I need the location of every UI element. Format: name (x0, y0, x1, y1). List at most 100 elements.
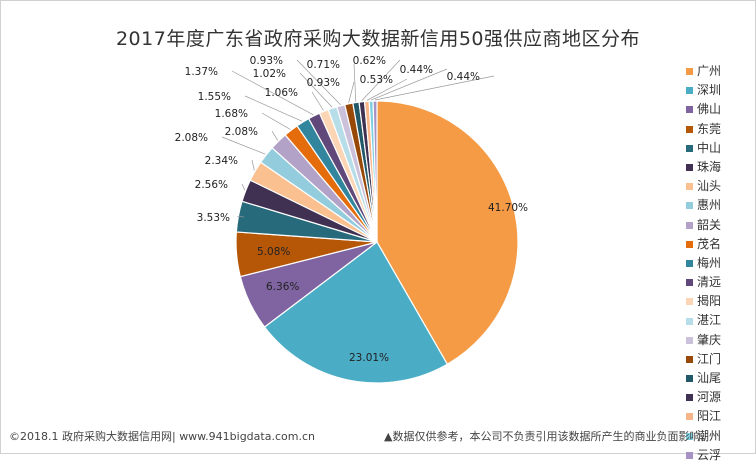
legend-swatch (686, 336, 693, 344)
data-label-揭阳: 1.06% (265, 87, 298, 99)
legend-swatch (686, 68, 693, 76)
data-label-阳江: 0.53% (360, 74, 393, 86)
data-label-潮州: 0.44% (400, 64, 433, 76)
leader-line-潮州 (370, 68, 448, 101)
pie-slice-广州 (376, 100, 519, 366)
legend-swatch (686, 355, 693, 363)
legend-swatch (686, 394, 693, 402)
footer-source: ©2018.1 政府采购大数据信用网| www.941bigdata.com.c… (9, 430, 315, 443)
leader-line-湛江 (299, 72, 333, 108)
data-label-佛山: 6.36% (266, 281, 299, 293)
legend-label: 汕尾 (697, 371, 722, 385)
legend-item-揭阳: 揭阳 (686, 292, 721, 311)
legend-item-中山: 中山 (686, 139, 721, 158)
legend-item-东莞: 东莞 (686, 120, 721, 139)
data-label-中山: 3.53% (197, 212, 230, 224)
legend-swatch (686, 259, 693, 267)
legend-swatch (686, 375, 693, 383)
data-label-肇庆: 0.93% (250, 55, 283, 67)
data-label-韶关: 2.08% (225, 126, 258, 138)
data-label-东莞: 5.08% (257, 246, 290, 258)
legend-item-惠州: 惠州 (686, 196, 721, 215)
data-label-珠海: 2.56% (195, 179, 228, 191)
data-label-深圳: 23.01% (349, 352, 389, 364)
legend-label: 梅州 (697, 255, 722, 270)
legend-label: 揭阳 (697, 294, 722, 309)
legend-item-佛山: 佛山 (686, 100, 721, 119)
legend-swatch (686, 183, 693, 191)
data-label-汕头: 2.34% (205, 155, 238, 167)
legend-item-云浮: 云浮 (686, 446, 721, 465)
footer-disclaimer: ▲数据仅供参考，本公司不负责引用该数据所产生的商业负面影响。 (384, 430, 712, 443)
leader-line-茂名 (261, 112, 291, 130)
legend-swatch (686, 125, 693, 133)
leader-line-肇庆 (296, 59, 341, 106)
legend-swatch (686, 164, 693, 172)
legend-swatch (686, 144, 693, 152)
data-label-湛江: 1.02% (253, 68, 286, 80)
legend-label: 韶关 (697, 217, 722, 232)
leader-line-汕尾 (353, 63, 357, 102)
legend-label: 中山 (697, 140, 722, 155)
legend-swatch (686, 240, 693, 248)
data-label-汕尾: 0.71% (307, 59, 340, 71)
legend-label: 肇庆 (697, 332, 722, 347)
legend-label: 清远 (697, 275, 722, 290)
legend-label: 珠海 (697, 159, 722, 174)
legend-item-梅州: 梅州 (686, 254, 721, 273)
data-labels: 41.70% 23.01% 6.36% 5.08% 3.53% 2.56% 2.34% 2.0… (175, 55, 528, 364)
legend-label: 茂名 (697, 236, 722, 251)
leader-line-惠州 (221, 136, 266, 155)
data-label-梅州: 1.55% (198, 91, 231, 103)
legend-item-韶关: 韶关 (686, 216, 721, 235)
legend-label: 潮州 (697, 428, 722, 443)
pie-slice-云浮 (372, 100, 378, 243)
legend-item-江门: 江门 (686, 350, 721, 369)
leader-line-中山 (237, 215, 245, 218)
leader-line-揭阳 (311, 91, 324, 111)
legend-label: 广州 (697, 64, 722, 78)
data-label-广州: 41.70% (488, 202, 528, 214)
data-label-清远: 1.37% (185, 66, 218, 78)
pie-chart: 41.70% 23.01% 6.36% 5.08% 3.53% 2.56% 2.34% 2.0… (175, 55, 528, 384)
legend-item-清远: 清远 (686, 273, 721, 292)
legend-item-潮州: 潮州 (686, 427, 721, 446)
legend-swatch (686, 202, 693, 210)
leader-line-阳江 (366, 78, 408, 101)
leader-line-河源 (361, 59, 401, 102)
legend-swatch (686, 279, 693, 287)
chart-title: 2017年度广东省政府采购大数据新信用50强供应商地区分布 (115, 28, 641, 50)
legend-item-肇庆: 肇庆 (686, 331, 721, 350)
legend-swatch (686, 87, 693, 95)
legend-item-河源: 河源 (686, 388, 721, 407)
data-label-河源: 0.62% (353, 55, 386, 67)
legend-item-湛江: 湛江 (686, 311, 721, 330)
legend-label: 东莞 (697, 121, 722, 136)
leader-lines (221, 59, 495, 218)
legend-label: 惠州 (697, 198, 722, 213)
leader-line-云浮 (374, 75, 495, 101)
leader-line-韶关 (271, 130, 278, 141)
legend-swatch (686, 413, 693, 421)
legend-label: 深圳 (697, 83, 722, 98)
legend-label: 佛山 (697, 102, 722, 117)
data-label-茂名: 1.68% (215, 108, 248, 120)
legend-swatch (686, 221, 693, 229)
legend-label: 汕头 (697, 179, 722, 194)
legend-label: 河源 (697, 390, 722, 405)
legend-label: 湛江 (697, 313, 722, 328)
leader-line-江门 (348, 81, 355, 103)
legend-item-茂名: 茂名 (686, 235, 721, 254)
leader-line-珠海 (241, 183, 246, 191)
data-label-江门: 0.93% (307, 77, 340, 89)
legend-item-广州: 广州 (686, 62, 721, 81)
leader-line-清远 (231, 70, 314, 116)
legend-swatch (686, 317, 693, 325)
data-label-惠州: 2.08% (175, 132, 208, 144)
pie-slices (235, 100, 519, 384)
legend-item-阳江: 阳江 (686, 407, 721, 426)
pie-slice-深圳 (263, 241, 449, 384)
legend-item-汕头: 汕头 (686, 177, 721, 196)
legend-swatch (686, 298, 693, 306)
legend-item-汕尾: 汕尾 (686, 369, 721, 388)
